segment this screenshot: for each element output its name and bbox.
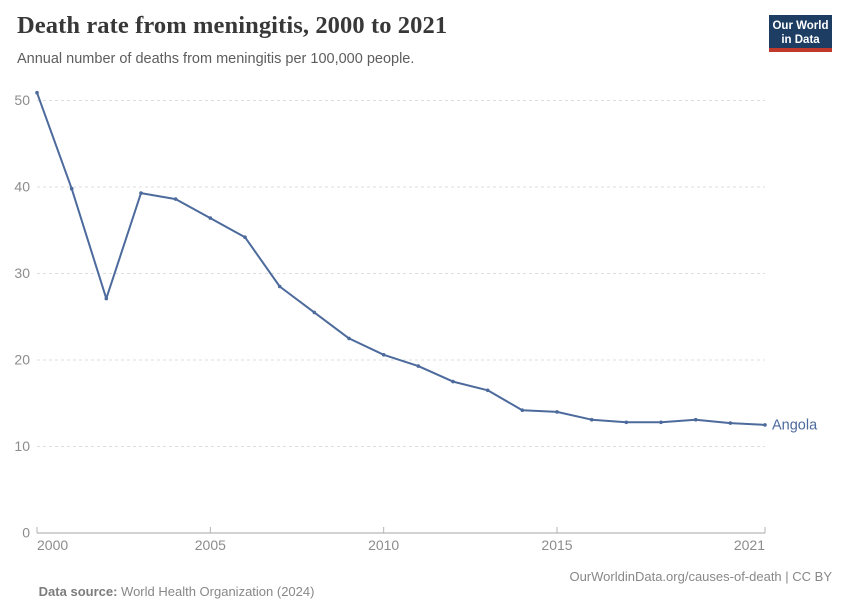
y-tick-label: 40 [14,179,30,195]
line-chart: 0 10 20 30 40 50 2000 2005 2010 2015 2021 Angola [14,90,818,553]
x-axis: 2000 2005 2010 2015 2021 [36,527,766,553]
data-point[interactable] [208,216,213,220]
series-angola[interactable]: Angola [35,90,818,433]
data-point[interactable] [728,421,733,425]
data-point[interactable] [35,90,39,95]
entity-label[interactable]: Angola [772,417,818,433]
data-source-text: World Health Organization (2024) [117,584,315,599]
chart-subtitle: Annual number of deaths from meningitis … [17,51,415,67]
data-point[interactable] [659,420,663,425]
x-tick-label: 2000 [37,537,68,553]
data-point[interactable] [173,197,178,201]
data-point[interactable] [763,423,767,427]
gridlines [37,100,765,447]
data-point[interactable] [139,191,143,195]
data-point[interactable] [624,420,629,425]
data-point[interactable] [347,336,351,341]
data-point[interactable] [520,408,525,413]
y-tick-label: 10 [14,438,30,454]
y-tick-label: 0 [22,525,30,541]
data-point[interactable] [104,296,109,301]
data-point[interactable] [451,379,455,384]
series-line[interactable] [36,91,766,426]
x-tick-label: 2005 [195,537,226,553]
data-point[interactable] [277,284,282,289]
logo-line-1: Our World [772,20,829,32]
y-tick-label: 20 [14,352,30,368]
data-point[interactable] [416,364,421,368]
y-tick-label: 30 [14,265,30,281]
x-tick-label: 2010 [368,537,399,553]
data-point[interactable] [693,417,698,422]
data-source-label: Data source: [38,584,118,599]
x-tick-label: 2021 [734,537,765,553]
logo-line-2: in Data [781,34,820,47]
page-title: Death rate from meningitis, 2000 to 2021 [17,12,448,39]
data-source: Data source: World Health Organization (… [17,569,315,600]
data-points[interactable] [35,90,767,427]
data-point[interactable] [381,353,386,357]
x-tick-label: 2015 [541,537,572,553]
y-tick-label: 50 [14,92,30,108]
data-point[interactable] [589,417,594,422]
data-point[interactable] [485,388,490,393]
data-point[interactable] [555,410,559,414]
footer-link[interactable]: OurWorldinData.org/causes-of-death | CC … [569,569,832,584]
data-point[interactable] [69,186,74,191]
y-axis-labels: 0 10 20 30 40 50 [14,92,30,541]
data-point[interactable] [243,235,247,239]
owid-logo[interactable]: Our World in Data [769,15,832,52]
data-point[interactable] [312,310,317,315]
